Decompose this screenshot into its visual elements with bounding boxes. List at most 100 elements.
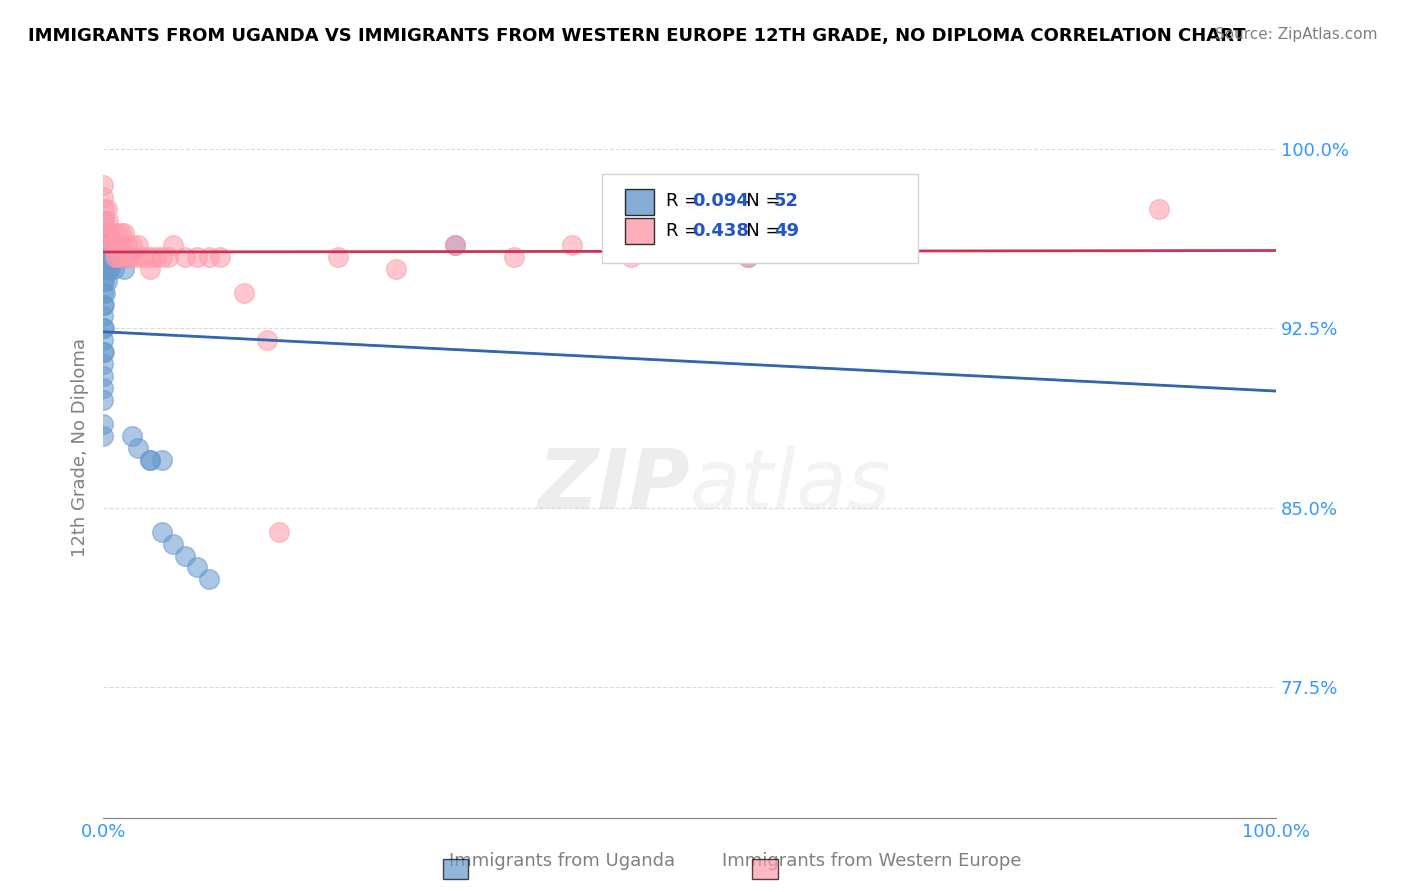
Point <box>91 285 114 300</box>
Point <box>1147 202 1170 216</box>
Point <box>162 536 184 550</box>
Point <box>91 369 114 384</box>
Point <box>115 250 138 264</box>
Point <box>267 524 290 539</box>
Point <box>110 250 132 264</box>
Point <box>174 549 197 563</box>
Point <box>96 202 118 216</box>
Point <box>103 237 125 252</box>
Point <box>139 250 162 264</box>
Point <box>91 321 114 335</box>
Point <box>121 429 143 443</box>
Point <box>101 250 124 264</box>
Point <box>186 560 208 574</box>
Point <box>197 250 219 264</box>
Point <box>100 226 122 240</box>
Point <box>91 429 114 443</box>
Point <box>93 321 115 335</box>
Point <box>561 237 583 252</box>
Point <box>100 250 122 264</box>
Point <box>444 237 467 252</box>
Point <box>110 250 132 264</box>
Point <box>104 250 127 264</box>
Point <box>121 237 143 252</box>
Point <box>91 190 114 204</box>
Point <box>209 250 232 264</box>
FancyBboxPatch shape <box>602 174 918 263</box>
Point <box>385 261 408 276</box>
Point <box>502 250 524 264</box>
Point <box>97 237 120 252</box>
Text: 0.094: 0.094 <box>692 192 749 211</box>
Point <box>98 261 121 276</box>
Point <box>91 250 114 264</box>
Point <box>91 310 114 324</box>
Point <box>326 250 349 264</box>
Point <box>91 237 114 252</box>
Point <box>93 274 115 288</box>
Point <box>150 453 173 467</box>
Point <box>110 226 132 240</box>
Point <box>101 237 124 252</box>
Point <box>110 237 132 252</box>
Point <box>91 261 114 276</box>
Point <box>186 250 208 264</box>
Point <box>96 274 118 288</box>
Point <box>93 226 115 240</box>
Text: Immigrants from Uganda: Immigrants from Uganda <box>450 852 675 870</box>
Point <box>105 250 128 264</box>
Point <box>256 334 278 348</box>
Text: 52: 52 <box>773 192 799 211</box>
Point <box>121 250 143 264</box>
Point <box>93 345 115 359</box>
Point <box>104 250 127 264</box>
Point <box>105 237 128 252</box>
Point <box>105 237 128 252</box>
Point <box>91 393 114 408</box>
Point <box>139 453 162 467</box>
Text: R =: R = <box>666 222 704 240</box>
Text: N =: N = <box>730 192 787 211</box>
Point <box>112 261 135 276</box>
Text: R =: R = <box>666 192 704 211</box>
Text: atlas: atlas <box>689 444 891 525</box>
Point <box>127 237 149 252</box>
Point <box>98 237 121 252</box>
Point <box>94 285 117 300</box>
Point <box>91 297 114 311</box>
Point <box>156 250 179 264</box>
Point <box>91 178 114 192</box>
Point <box>94 261 117 276</box>
Point <box>620 250 643 264</box>
Point <box>139 453 162 467</box>
Text: IMMIGRANTS FROM UGANDA VS IMMIGRANTS FROM WESTERN EUROPE 12TH GRADE, NO DIPLOMA : IMMIGRANTS FROM UGANDA VS IMMIGRANTS FRO… <box>28 27 1246 45</box>
Point <box>96 250 118 264</box>
Point <box>174 250 197 264</box>
Point <box>444 237 467 252</box>
Point <box>139 261 162 276</box>
Point <box>150 524 173 539</box>
Point <box>118 250 141 264</box>
Point <box>115 237 138 252</box>
Point <box>150 250 173 264</box>
Point <box>105 226 128 240</box>
Point <box>162 237 184 252</box>
Point <box>94 237 117 252</box>
Point <box>737 250 759 264</box>
Y-axis label: 12th Grade, No Diploma: 12th Grade, No Diploma <box>72 338 89 558</box>
Point <box>678 237 700 252</box>
Point <box>91 334 114 348</box>
Point <box>197 573 219 587</box>
Point <box>91 345 114 359</box>
Point <box>855 202 877 216</box>
Point <box>91 357 114 371</box>
Point <box>91 381 114 395</box>
Text: 49: 49 <box>773 222 799 240</box>
Point <box>93 202 115 216</box>
Point <box>94 214 117 228</box>
Point <box>97 261 120 276</box>
Point <box>127 441 149 455</box>
Point <box>145 250 167 264</box>
Point <box>737 250 759 264</box>
Point <box>97 214 120 228</box>
